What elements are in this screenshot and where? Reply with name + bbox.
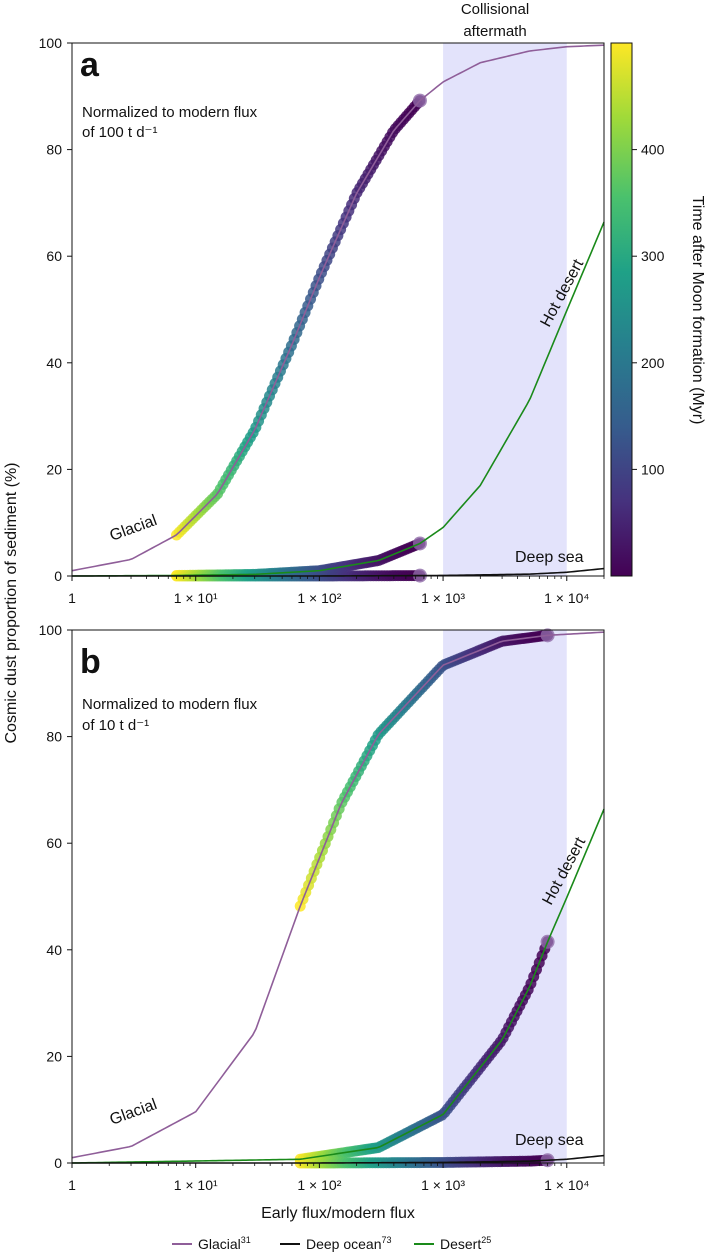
x-tick-label-a-4: 1 × 10⁴ (544, 590, 589, 606)
x-tick-label-a-2: 1 × 10² (297, 590, 341, 606)
time-bands-a (171, 93, 427, 583)
colorbar-ticks: 100 200 300 400 (632, 142, 665, 477)
series-line-b-glacial (71, 631, 605, 1159)
legend: Glacial31 Deep ocean73 Desert25 (172, 1235, 491, 1252)
y-tick-label-a-0: 0 (54, 568, 62, 584)
deep-sea-label-a: Deep sea (515, 549, 584, 566)
y-tick-label-a-3: 60 (46, 248, 62, 264)
glacial-label-a: Glacial (108, 512, 160, 545)
axes-frame-b (71, 629, 605, 1164)
legend-label-desert: Desert25 (440, 1235, 491, 1252)
x-axis-title: Early flux/modern flux (261, 1205, 415, 1222)
colorbar-tick-label-3: 400 (641, 142, 665, 158)
aftermath-label-1: Collisional (461, 1, 529, 18)
panel-letter-b: b (80, 643, 101, 681)
x-tick-label-a-0: 1 (68, 590, 76, 606)
plot-b: 0 20 40 60 80 100 1 1 × 10¹ 1 × 10² 1 × 10³ 1 × 10… (39, 622, 605, 1193)
y-tick-label-b-5: 100 (39, 622, 63, 638)
legend-item-desert: Desert25 (414, 1235, 491, 1252)
x-tick-label-b-3: 1 × 10³ (421, 1177, 465, 1193)
norm-note-a-2: of 100 t d⁻¹ (82, 124, 157, 141)
series-line-a-glacial (71, 44, 605, 572)
x-tick-label-b-2: 1 × 10² (297, 1177, 341, 1193)
deep-sea-label-b: Deep sea (515, 1132, 584, 1149)
x-tick-label-b-0: 1 (68, 1177, 76, 1193)
panel-a: 0 20 40 60 80 100 1 1 × 10¹ 1 × 10² 1 × 10³ 1 × 10… (39, 1, 605, 606)
y-axis-title: Cosmic dust proportion of sediment (%) (3, 463, 20, 744)
legend-label-glacial: Glacial31 (198, 1235, 251, 1252)
aftermath-label-2: aftermath (463, 23, 526, 40)
x-tick-label-a-3: 1 × 10³ (421, 590, 465, 606)
x-tick-label-b-1: 1 × 10¹ (174, 1177, 218, 1193)
collisional-aftermath-region-b (443, 630, 567, 1163)
series-line-b-desert (71, 808, 605, 1164)
colorbar-tick-label-1: 200 (641, 355, 665, 371)
norm-note-b-2: of 10 t d⁻¹ (82, 717, 149, 734)
x-tick-label-a-1: 1 × 10¹ (174, 590, 218, 606)
norm-note-a-1: Normalized to modern flux (82, 104, 258, 121)
axes-frame-a (71, 42, 605, 577)
legend-label-deep-ocean: Deep ocean73 (306, 1235, 392, 1252)
colorbar-gradient (610, 42, 633, 577)
x-tick-label-b-4: 1 × 10⁴ (544, 1177, 589, 1193)
plot-a: 0 20 40 60 80 100 1 1 × 10¹ 1 × 10² 1 × 10³ 1 × 10… (39, 35, 605, 606)
panel-letter-a: a (80, 46, 100, 84)
y-tick-label-a-5: 100 (39, 35, 63, 51)
y-tick-label-b-0: 0 (54, 1155, 62, 1171)
norm-note-b-1: Normalized to modern flux (82, 696, 258, 713)
colorbar-tick-label-0: 100 (641, 461, 665, 477)
glacial-label-b: Glacial (108, 1096, 160, 1129)
legend-item-glacial: Glacial31 (172, 1235, 251, 1252)
collisional-aftermath-region-a (443, 43, 567, 576)
y-tick-label-b-2: 40 (46, 942, 62, 958)
colorbar-tick-label-2: 300 (641, 248, 665, 264)
y-tick-label-a-4: 80 (46, 142, 62, 158)
y-tick-label-a-1: 20 (46, 461, 62, 477)
y-tick-label-b-1: 20 (46, 1048, 62, 1064)
colorbar-title: Time after Moon formation (Myr) (689, 196, 706, 425)
y-tick-label-a-2: 40 (46, 355, 62, 371)
panel-b: 0 20 40 60 80 100 1 1 × 10¹ 1 × 10² 1 × 10³ 1 × 10… (39, 622, 605, 1193)
y-tick-label-b-3: 60 (46, 835, 62, 851)
legend-item-deep-ocean: Deep ocean73 (280, 1235, 392, 1252)
colorbar: 100 200 300 400 Time after Moon formation (… (610, 42, 706, 577)
y-tick-label-b-4: 80 (46, 729, 62, 745)
